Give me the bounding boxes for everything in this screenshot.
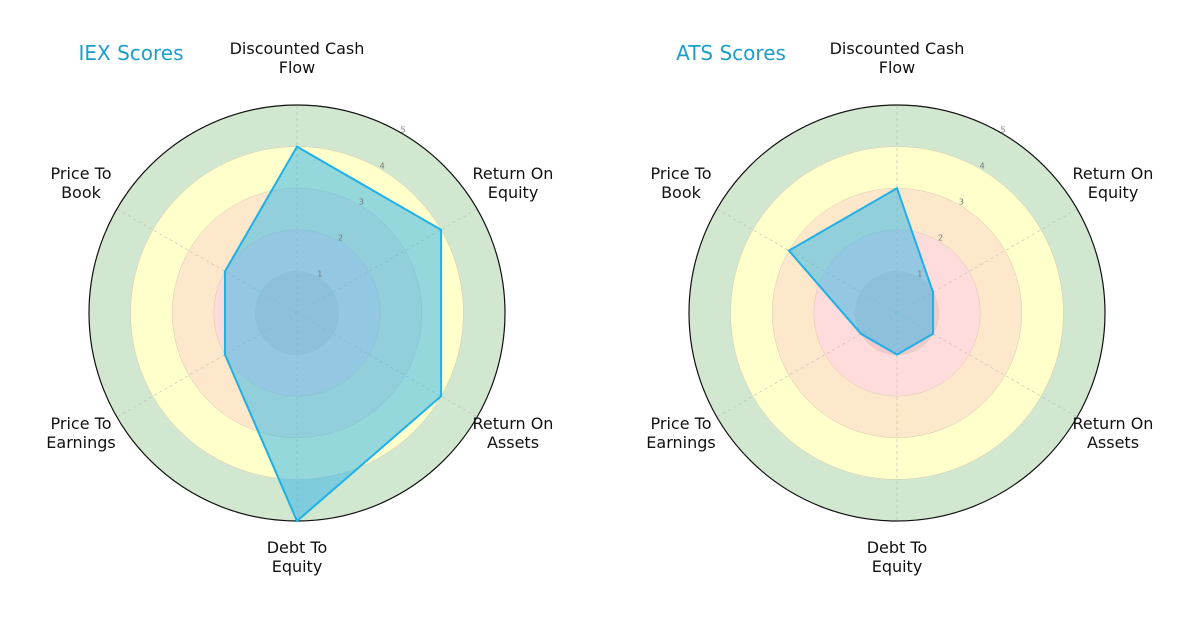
radar-chart-0: 1 2 3 4 5 Discounted Cash Flow Return On Equity R… [46, 39, 553, 576]
r-tick-label: 1 [317, 270, 322, 279]
chart-title: ATS Scores [676, 41, 786, 65]
axis-label: Return On Assets [1073, 414, 1154, 452]
axis-label: Debt To Equity [867, 538, 928, 576]
axis-label: Discounted Cash Flow [830, 39, 965, 77]
r-tick-label: 5 [1000, 125, 1005, 134]
r-tick-label: 3 [959, 197, 964, 206]
r-tick-label: 4 [380, 161, 385, 170]
axis-label: Discounted Cash Flow [230, 39, 365, 77]
r-tick-label: 2 [338, 233, 343, 242]
r-tick-label: 2 [938, 233, 943, 242]
r-tick-label: 5 [400, 125, 405, 134]
spoke-line [896, 312, 1078, 418]
axis-label: Price To Book [51, 164, 112, 202]
axis-label: Debt To Equity [267, 538, 328, 576]
axis-label: Return On Equity [473, 164, 554, 202]
r-tick-label: 1 [917, 270, 922, 279]
axis-label: Return On Assets [473, 414, 554, 452]
axis-label: Return On Equity [1073, 164, 1154, 202]
spoke-line [116, 312, 298, 418]
r-tick-label: 4 [980, 161, 985, 170]
axis-label: Price To Earnings [46, 414, 115, 452]
chart-title: IEX Scores [78, 41, 183, 65]
radar-chart-1: 1 2 3 4 5 Discounted Cash Flow Return On Equity R… [646, 39, 1153, 576]
spoke-line [116, 208, 298, 314]
axis-label: Price To Earnings [646, 414, 715, 452]
axis-label: Price To Book [651, 164, 712, 202]
outer-ring [688, 104, 1106, 522]
r-tick-label: 3 [359, 197, 364, 206]
spoke-line [896, 208, 1078, 314]
spoke-line [716, 312, 898, 418]
